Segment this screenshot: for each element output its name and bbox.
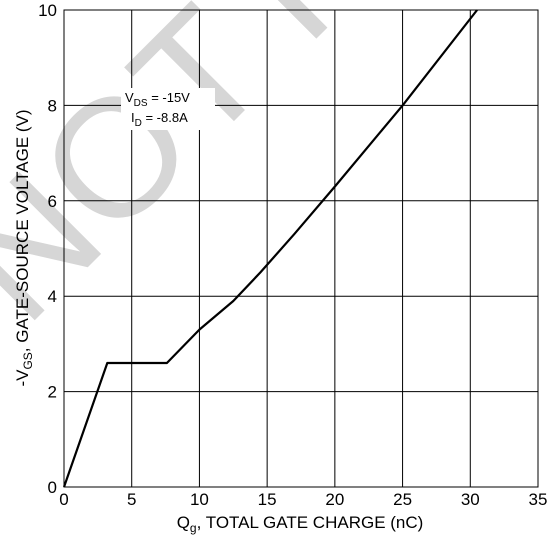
y-tick-label-5: 10 (38, 1, 57, 20)
watermark-text: NOT FOR (0, 0, 548, 355)
vds-annotation: VDS = -15V (125, 90, 190, 109)
x-tick-label-4: 20 (325, 490, 344, 509)
x-tick-label-6: 30 (461, 490, 480, 509)
y-tick-label-4: 8 (48, 96, 57, 115)
x-tick-label-5: 25 (393, 490, 412, 509)
x-tick-label-3: 15 (258, 490, 277, 509)
y-tick-label-2: 4 (48, 287, 57, 306)
y-tick-label-3: 6 (48, 192, 57, 211)
x-tick-label-7: 35 (529, 490, 548, 509)
y-axis-label: -VGS, GATE-SOURCE VOLTAGE (V) (13, 109, 35, 386)
x-tick-labels: 0 5 10 15 20 25 30 35 (59, 490, 547, 509)
y-tick-label-0: 0 (48, 478, 57, 497)
x-tick-label-2: 10 (190, 490, 209, 509)
y-tick-label-1: 2 (48, 383, 57, 402)
x-axis-label: Qg, TOTAL GATE CHARGE (nC) (177, 513, 424, 535)
plot-frame (63, 9, 539, 488)
x-tick-label-1: 5 (127, 490, 136, 509)
y-tick-labels: 0 2 4 6 8 10 (38, 1, 57, 497)
annotation-background (121, 88, 215, 130)
x-tick-label-0: 0 (59, 490, 68, 509)
id-annotation: ID = -8.8A (131, 110, 188, 129)
series-line (62, 9, 478, 488)
conditions-annotation: VDS = -15V ID = -8.8A (121, 88, 215, 130)
watermark: NOT FOR (0, 0, 548, 355)
